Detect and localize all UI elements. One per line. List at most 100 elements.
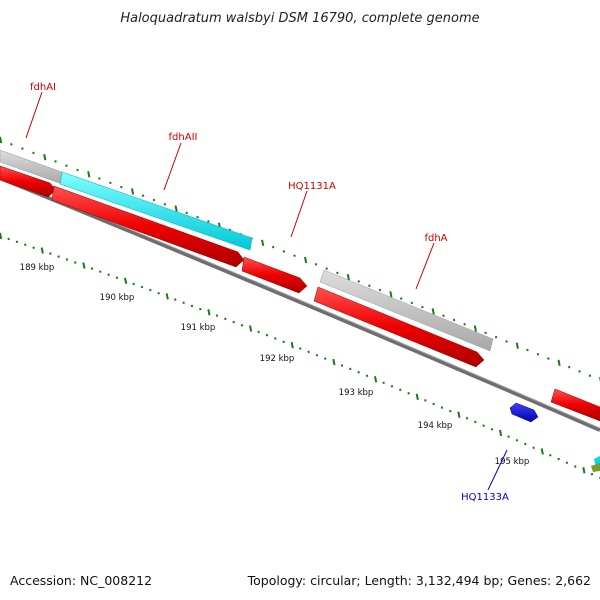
inner-tick bbox=[224, 317, 227, 321]
outer-tick bbox=[304, 256, 308, 264]
inner-tick bbox=[332, 358, 336, 366]
genome-summary-text: Topology: circular; Length: 3,132,494 bp… bbox=[247, 573, 591, 588]
inner-tick bbox=[132, 282, 135, 286]
inner-tick bbox=[299, 347, 302, 350]
blue-feature-arrow[interactable] bbox=[509, 402, 539, 423]
inner-tick bbox=[474, 420, 477, 424]
inner-tick bbox=[532, 446, 535, 450]
inner-tick bbox=[415, 393, 419, 401]
outer-tick bbox=[293, 254, 296, 258]
gene-label-hq1133a[interactable]: HQ1133A bbox=[461, 492, 509, 503]
outer-tick bbox=[130, 188, 135, 195]
rna-feature-cyan[interactable] bbox=[59, 171, 253, 251]
edge-feature-olive[interactable] bbox=[591, 463, 600, 472]
cds-arrow-2[interactable] bbox=[51, 185, 245, 268]
inner-tick bbox=[32, 246, 35, 249]
inner-tick bbox=[0, 232, 3, 240]
cds-arrow-5[interactable] bbox=[550, 388, 600, 422]
outer-tick bbox=[152, 198, 156, 202]
inner-tick bbox=[524, 442, 527, 446]
inner-tick bbox=[7, 237, 10, 241]
outer-tick bbox=[368, 284, 371, 288]
outer-tick bbox=[567, 365, 571, 369]
outer-tick bbox=[87, 171, 91, 178]
gene-feature-gray-2[interactable] bbox=[319, 269, 494, 352]
inner-tick bbox=[565, 461, 569, 465]
outer-tick bbox=[515, 342, 519, 349]
inner-tick bbox=[432, 402, 435, 406]
gene-label-fdha[interactable]: fdhA bbox=[424, 233, 447, 244]
inner-tick bbox=[182, 301, 185, 305]
outer-tick bbox=[431, 308, 435, 315]
outer-tick bbox=[163, 202, 167, 206]
kbp-label-190: 190 kbp bbox=[100, 293, 135, 303]
inner-tick bbox=[557, 457, 560, 461]
outer-tick bbox=[588, 374, 592, 378]
gene-label-fdhaii[interactable]: fdhAII bbox=[169, 132, 198, 143]
inner-tick bbox=[574, 465, 577, 468]
cds-arrow-4[interactable] bbox=[313, 286, 485, 368]
inner-tick bbox=[115, 276, 119, 280]
inner-tick bbox=[582, 467, 586, 474]
outer-tick bbox=[120, 185, 123, 189]
kbp-label-191: 191 kbp bbox=[181, 323, 216, 333]
outer-tick bbox=[452, 318, 456, 322]
inner-tick bbox=[549, 453, 552, 457]
outer-tick bbox=[346, 273, 350, 281]
inner-tick bbox=[174, 298, 177, 301]
gene-label-fdhai[interactable]: fdhAI bbox=[30, 82, 56, 93]
outer-tick bbox=[282, 250, 286, 253]
inner-tick bbox=[265, 333, 269, 337]
inner-tick bbox=[215, 314, 219, 317]
inner-tick bbox=[365, 374, 369, 378]
outer-tick bbox=[547, 357, 550, 360]
outer-tick bbox=[0, 136, 3, 144]
outer-tick bbox=[207, 220, 210, 223]
inner-tick bbox=[540, 448, 544, 455]
outer-tick bbox=[378, 288, 382, 292]
inner-tick bbox=[207, 309, 211, 316]
inner-tick bbox=[482, 424, 485, 427]
inner-tick bbox=[349, 367, 352, 371]
inner-tick bbox=[449, 409, 452, 413]
outer-tick bbox=[526, 348, 529, 352]
cds-arrow-3[interactable] bbox=[241, 256, 308, 294]
inner-tick bbox=[382, 381, 385, 385]
outer-tick bbox=[185, 211, 188, 215]
inner-tick bbox=[107, 273, 110, 276]
inner-tick bbox=[15, 240, 19, 244]
inner-tick bbox=[240, 324, 244, 327]
cds-arrow-1[interactable] bbox=[0, 165, 57, 198]
inner-tick bbox=[124, 277, 128, 285]
outer-tick bbox=[271, 245, 275, 249]
inner-tick bbox=[465, 417, 469, 420]
inner-tick bbox=[315, 353, 319, 357]
inner-tick bbox=[249, 325, 253, 332]
outer-tick bbox=[557, 359, 561, 367]
inner-tick bbox=[74, 261, 77, 264]
outer-tick bbox=[174, 205, 178, 212]
outer-tick bbox=[325, 267, 328, 270]
inner-tick bbox=[199, 307, 202, 311]
inner-tick bbox=[390, 384, 394, 388]
outer-tick bbox=[505, 340, 508, 343]
inner-tick bbox=[190, 304, 194, 308]
inner-tick bbox=[340, 364, 344, 367]
outer-tick bbox=[536, 352, 540, 356]
inner-tick bbox=[57, 255, 60, 258]
inner-tick bbox=[274, 337, 277, 340]
inner-tick bbox=[82, 262, 86, 269]
outer-tick bbox=[314, 262, 318, 266]
outer-tick bbox=[578, 370, 581, 373]
outer-tick bbox=[196, 215, 199, 219]
inner-tick bbox=[149, 288, 152, 292]
kbp-label-193: 193 kbp bbox=[339, 388, 374, 398]
gene-label-hq1131a[interactable]: HQ1131A bbox=[288, 181, 336, 192]
inner-tick bbox=[499, 429, 503, 437]
outer-tick bbox=[484, 331, 487, 335]
inner-tick bbox=[407, 392, 410, 395]
outer-tick bbox=[109, 181, 112, 185]
outer-tick bbox=[98, 177, 101, 180]
inner-tick bbox=[374, 376, 378, 383]
